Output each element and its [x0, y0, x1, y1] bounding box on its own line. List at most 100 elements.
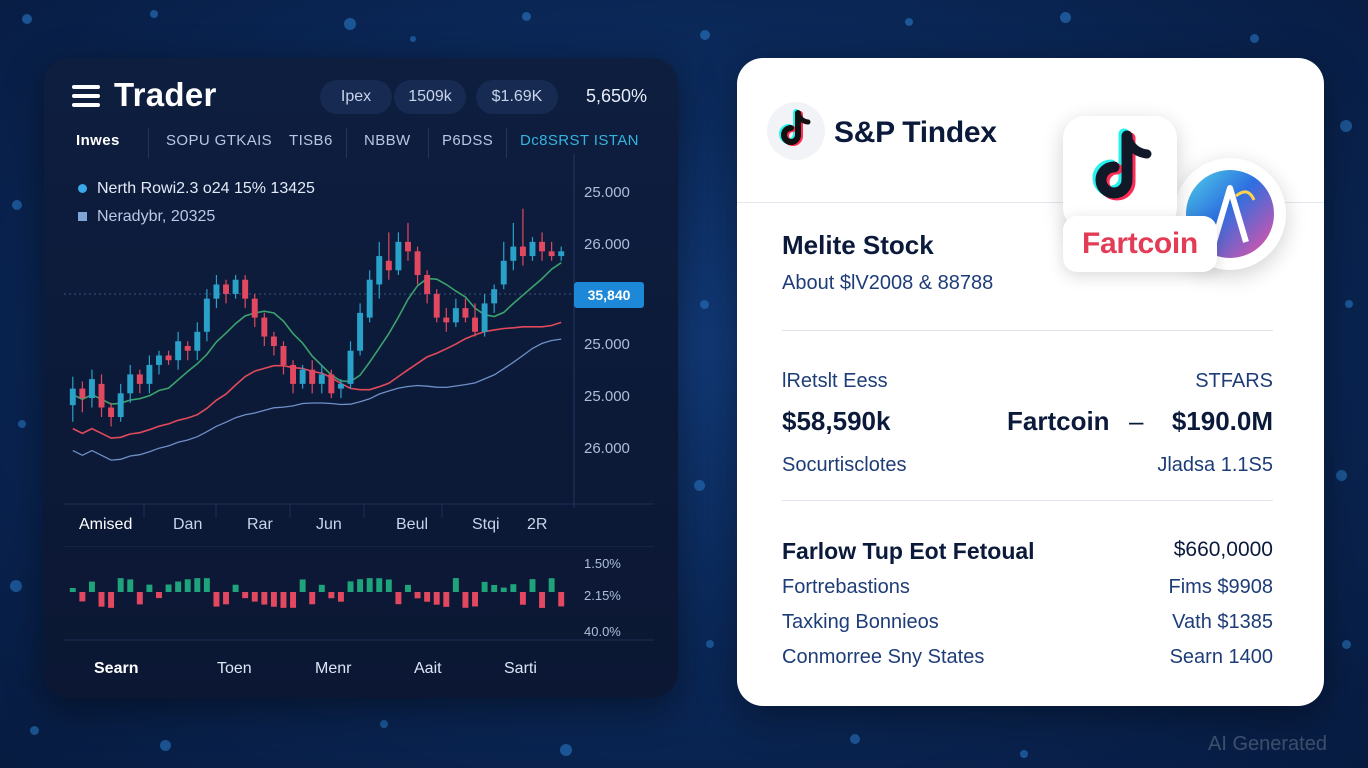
volume-bar — [472, 592, 478, 607]
candle-body — [194, 331, 201, 351]
bottom-nav-menr[interactable]: Menr — [315, 660, 352, 677]
legend-series-2: Neradybr, 20325 — [78, 208, 215, 226]
volume-bar — [98, 592, 105, 607]
candle-body — [519, 246, 526, 257]
tab-divider — [148, 128, 149, 158]
candle-body — [270, 336, 277, 346]
candle-body — [309, 369, 316, 384]
tab-divider — [428, 128, 429, 158]
volume-bar — [156, 592, 162, 599]
candle-body — [414, 251, 421, 275]
menu-icon[interactable] — [72, 85, 100, 112]
candle-body — [136, 374, 143, 384]
detail-row-label: Fortrebastions — [782, 576, 910, 598]
candle-body — [280, 346, 287, 365]
volume-bar — [117, 578, 124, 592]
index-card: S&P Tindex Fartcoin Melite Stock About $… — [737, 58, 1324, 706]
candle-body — [108, 407, 115, 417]
section-title: Melite Stock — [782, 230, 934, 260]
tab-tisb6[interactable]: TISB6 — [289, 132, 333, 149]
bottom-nav-sarti[interactable]: Sarti — [504, 660, 537, 677]
volume-bar — [548, 578, 555, 592]
volume-bar — [280, 592, 287, 608]
candle-body — [213, 284, 220, 299]
legend-label-2: Neradybr, 20325 — [97, 208, 216, 225]
candle-body — [357, 312, 364, 351]
top-value: 5,650% — [586, 86, 648, 106]
volume-chart[interactable] — [44, 546, 678, 656]
candle-body — [376, 256, 383, 285]
detail-row-value: Searn 1400 — [1169, 646, 1273, 668]
volume-bar — [290, 592, 297, 608]
candle-body — [127, 374, 134, 394]
tab-dc8srst[interactable]: Dc8SRST ISTAN — [520, 132, 639, 149]
volume-bar — [242, 592, 249, 599]
tab-nbbw[interactable]: NBBW — [364, 132, 411, 149]
candle-body — [424, 275, 431, 294]
candle-body — [203, 298, 210, 332]
candle-body — [472, 317, 478, 332]
y-tick-2: 26.000 — [584, 236, 630, 253]
candle-body — [232, 279, 239, 294]
candle-body — [98, 383, 105, 408]
y-tick-5: 26.000 — [584, 440, 630, 457]
trader-panel: Trader Ipex 1509k $1.69K 5,650% Inwes SO… — [44, 58, 678, 698]
divider — [782, 330, 1273, 331]
divider — [782, 500, 1273, 501]
stat-dash: – — [1129, 406, 1144, 436]
volume-bar — [366, 578, 373, 592]
volume-bar — [433, 592, 440, 605]
fartcoin-badge-label: Fartcoin — [1063, 216, 1217, 272]
tiktok-badge-icon — [1063, 116, 1177, 230]
candle-body — [433, 293, 440, 318]
card-header — [737, 58, 1324, 203]
candle-body — [443, 317, 450, 323]
detail-row-value: Vath $1385 — [1172, 611, 1273, 633]
volume-bar — [452, 578, 459, 592]
tiktok-logo-icon — [767, 102, 825, 160]
volume-bar — [146, 584, 153, 592]
stat-label-left: lRetslt Eess — [782, 370, 888, 392]
pill-price[interactable]: $1.69K — [476, 80, 558, 114]
bottom-nav-toen[interactable]: Toen — [217, 660, 252, 677]
candle-body — [462, 308, 469, 318]
stat-coin-name: Fartcoin — [1007, 406, 1110, 436]
legend-label-1: Nerth Rowi2.3 o24 15% 13425 — [97, 180, 315, 197]
volume-bar — [510, 584, 517, 592]
vol-tick-3: 40.0% — [584, 624, 621, 639]
y-tick-3: 25.000 — [584, 336, 630, 353]
stat-value-right: $190.0M — [1171, 406, 1273, 436]
candle-body — [481, 303, 488, 332]
pill-index[interactable]: Ipex — [320, 80, 392, 114]
tab-divider — [506, 128, 507, 158]
bottom-nav-aait[interactable]: Aait — [414, 660, 442, 677]
volume-bar — [184, 579, 191, 592]
pill-volume[interactable]: 1509k — [394, 80, 466, 114]
x-tick-5: Beul — [396, 516, 429, 533]
x-tick-6: Stqi — [472, 516, 500, 533]
volume-bar — [385, 579, 392, 592]
candle-body — [88, 379, 95, 399]
volume-bar — [405, 584, 411, 592]
candle-body — [558, 251, 565, 257]
trader-title: Trader — [114, 76, 217, 113]
detail-title-value: $660,0000 — [1173, 538, 1273, 561]
volume-bar — [347, 581, 354, 592]
bottom-nav-searn[interactable]: Searn — [94, 660, 139, 677]
section-subtitle: About $lV2008 & 88788 — [782, 272, 994, 294]
tab-sopu[interactable]: SOPU GTKAIS — [166, 132, 273, 149]
volume-bar — [376, 578, 383, 592]
stat-value-left: $58,590k — [782, 406, 891, 436]
stat-sub-right: Jladsa 1.1S5 — [1157, 454, 1273, 476]
volume-bar — [69, 588, 76, 592]
volume-bar — [539, 592, 546, 608]
candle-body — [500, 260, 507, 285]
candlestick-chart[interactable] — [44, 58, 678, 518]
volume-bar — [127, 579, 134, 592]
tab-p6dss[interactable]: P6DSS — [442, 132, 494, 149]
tab-inwes[interactable]: Inwes — [76, 132, 120, 149]
candle-body — [347, 350, 354, 384]
volume-bar — [299, 579, 306, 592]
candle-body — [242, 279, 249, 299]
volume-bar — [519, 592, 526, 605]
